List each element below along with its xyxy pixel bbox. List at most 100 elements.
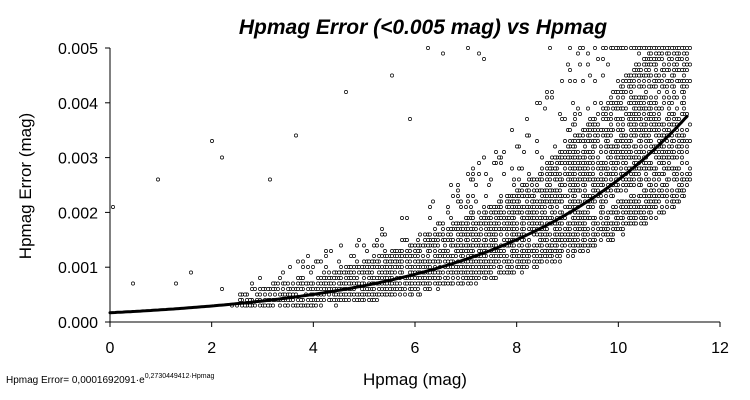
data-point [532,188,536,193]
data-point [616,150,620,154]
data-point [578,177,582,182]
x-tick-label: 12 [711,340,729,357]
data-point [505,265,509,269]
data-point [438,232,442,237]
data-point [515,210,519,215]
data-point [576,150,580,154]
data-point [583,221,587,226]
data-point [637,79,641,83]
data-point [665,183,669,187]
data-point [675,188,679,193]
data-point [682,79,686,83]
data-point [601,210,605,215]
data-point [667,101,671,105]
data-point [548,216,552,220]
data-point [433,243,437,248]
data-point [644,216,648,220]
data-point [522,259,526,264]
data-point [548,254,552,258]
data-point [370,265,374,269]
data-point [451,194,455,198]
data-point [685,144,689,149]
data-point [479,259,483,264]
data-point [629,194,633,198]
data-point [540,205,544,209]
data-point [238,298,242,302]
data-point [555,254,559,258]
data-point [471,194,475,198]
data-point [642,194,646,198]
data-point [454,221,458,226]
y-tick-label: 0.005 [58,41,98,58]
data-point [512,183,516,187]
data-point [489,221,493,226]
data-point [568,46,572,50]
data-point [621,128,625,132]
data-point [538,199,542,204]
data-point [494,150,498,154]
data-point [451,238,455,242]
data-point [525,254,529,258]
data-point [619,166,623,171]
data-point [482,205,486,209]
data-point [301,281,305,286]
data-point [606,155,610,160]
data-point [454,270,458,275]
data-point [428,287,432,291]
data-point [624,46,628,50]
data-point [596,221,600,226]
data-point [670,205,674,209]
data-point [560,199,564,204]
data-point [291,303,295,308]
data-point [629,210,633,215]
data-point [553,166,557,171]
data-point [456,199,460,204]
data-point [466,265,470,269]
data-point [494,210,498,215]
data-point [568,221,572,226]
data-point [606,232,610,237]
data-point [532,216,536,220]
data-point [632,73,636,78]
data-point [604,216,608,220]
data-point [474,281,478,286]
data-point [512,254,516,258]
data-point [477,210,481,215]
data-point [428,249,432,253]
data-point [471,243,475,248]
data-point [675,194,679,198]
data-point [576,199,580,204]
data-point [316,287,320,291]
data-point [484,194,488,198]
data-point [543,216,547,220]
data-point [639,221,643,226]
data-point [593,139,597,143]
data-point [614,166,618,171]
data-point [499,265,503,269]
data-point [362,276,366,280]
data-point [599,144,603,149]
data-point [586,106,590,111]
data-point [682,62,686,67]
data-point [482,155,486,160]
data-point [474,221,478,226]
data-point [652,188,656,193]
data-point [436,287,440,291]
data-point [408,254,412,258]
data-point [560,161,564,165]
data-point [360,265,364,269]
data-point [380,265,384,269]
data-point [662,161,666,165]
data-point [469,249,473,253]
data-point [403,287,407,291]
data-point [627,150,631,154]
data-point [604,172,608,176]
data-point [644,128,648,132]
data-point [344,265,348,269]
data-point [466,238,470,242]
data-point [558,112,562,116]
data-point [337,259,341,264]
data-point [616,216,620,220]
data-point [583,166,587,171]
data-point [578,166,582,171]
